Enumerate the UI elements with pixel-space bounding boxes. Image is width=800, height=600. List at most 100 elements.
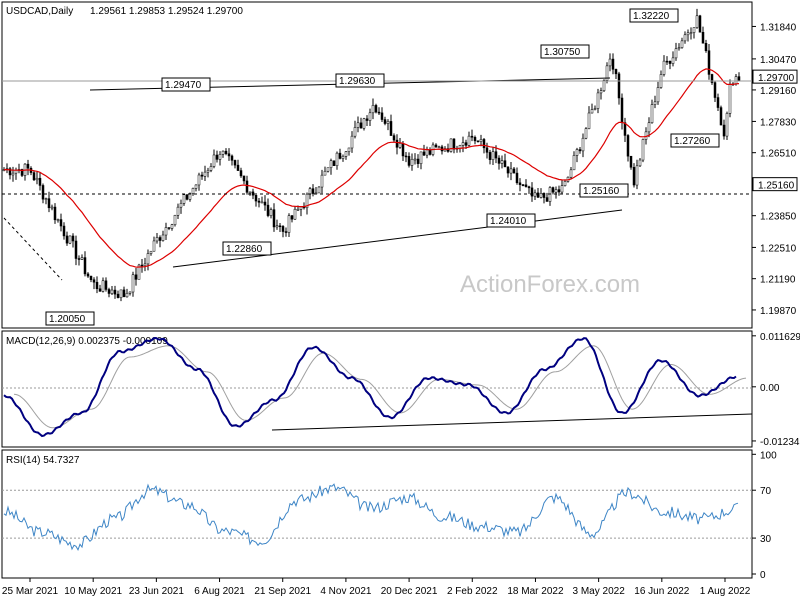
candle-body — [311, 188, 315, 194]
annotation-label: 1.25160 — [583, 186, 620, 197]
candle-body — [224, 150, 228, 154]
candle-body — [398, 143, 402, 148]
price-axis-highlight-box — [752, 69, 798, 84]
macd-axis-label: 0.011629 — [760, 332, 800, 343]
candle-body — [221, 150, 225, 155]
candle-body — [176, 206, 180, 216]
candle-body — [686, 32, 690, 36]
rsi-header: RSI(14) 54.7327 — [6, 455, 80, 466]
candle-body — [77, 258, 81, 260]
candle-body — [473, 137, 477, 142]
macd-trendline — [271, 413, 753, 431]
price-header-ohlc: 1.29561 1.29853 1.29524 1.29700 — [90, 6, 243, 17]
candle-body — [317, 186, 321, 194]
candle-body — [500, 160, 504, 164]
candle-body — [53, 206, 57, 221]
price-axis-highlight-label: 1.25160 — [758, 181, 795, 192]
candle-body — [32, 172, 36, 181]
candle-body — [236, 164, 240, 171]
candle-body — [605, 65, 609, 81]
candle-body — [155, 237, 159, 242]
date-axis-label: 2 Feb 2022 — [447, 586, 498, 597]
price-axis-label: 1.31840 — [760, 22, 797, 33]
date-axis-label: 18 Mar 2022 — [507, 586, 564, 597]
candle-body — [680, 40, 684, 48]
candle-body — [233, 160, 237, 166]
candle-body — [590, 109, 594, 114]
rsi-axis: 100 70 30 0 — [752, 450, 777, 581]
candle-body — [548, 187, 552, 202]
candle-body — [128, 291, 132, 294]
candle-body — [11, 172, 15, 176]
candle-body — [80, 257, 84, 260]
candle-body — [578, 149, 582, 152]
candle-body — [494, 151, 498, 159]
candle-body — [179, 203, 183, 208]
candle-body — [554, 189, 558, 193]
candle-body — [476, 140, 480, 143]
candle-body — [569, 169, 573, 178]
date-axis-label: 16 Jun 2022 — [634, 586, 689, 597]
candle-body — [131, 274, 135, 293]
candle-body — [134, 274, 138, 280]
candle-body — [596, 92, 600, 109]
candle-body — [356, 122, 360, 128]
date-axis-label: 23 Jun 2021 — [129, 586, 184, 597]
candle-body — [536, 192, 540, 198]
candle-body — [359, 122, 363, 129]
candle-body — [671, 57, 675, 64]
price-axis-label: 1.27830 — [760, 117, 797, 128]
candle-body — [260, 201, 264, 204]
candle-body — [143, 263, 147, 266]
candle-body — [701, 31, 705, 44]
candle-body — [65, 235, 69, 244]
annotation-box — [629, 8, 679, 23]
candle-body — [713, 82, 717, 98]
annotation-label: 1.22860 — [226, 244, 263, 255]
candle-body — [44, 198, 48, 200]
candle-body — [380, 112, 384, 120]
annotation-box — [222, 241, 272, 256]
candle-body — [59, 219, 63, 227]
candle-body — [656, 87, 660, 103]
candle-body — [251, 191, 255, 196]
candle-body — [116, 293, 120, 298]
candle-body — [419, 151, 423, 164]
candle-body — [344, 151, 348, 157]
macd-axis: 0.011629 0.00 -0.012348 — [752, 332, 800, 448]
candle-body — [173, 215, 177, 225]
price-axis-highlight-box — [752, 177, 798, 192]
candle-body — [491, 151, 495, 160]
candle-body — [650, 104, 654, 124]
candle-body — [434, 144, 438, 148]
candle-body — [92, 279, 96, 283]
candle-body — [437, 146, 441, 149]
annotation-label: 1.24010 — [490, 216, 527, 227]
candle-body — [146, 253, 150, 265]
candle-body — [635, 165, 639, 186]
candle-body — [203, 171, 207, 177]
candle-body — [620, 97, 624, 123]
candle-body — [62, 225, 66, 237]
rsi-panel — [1, 449, 753, 579]
candle-body — [407, 156, 411, 166]
candle-body — [728, 83, 732, 114]
candle-body — [347, 147, 351, 152]
candle-body — [695, 15, 699, 28]
candle-body — [326, 167, 330, 172]
lower-trendline — [172, 209, 623, 268]
candle-body — [614, 69, 618, 75]
candle-body — [626, 135, 630, 157]
candle-body — [8, 168, 12, 176]
candle-body — [308, 188, 312, 195]
annotation-box — [670, 133, 720, 148]
candle-body — [395, 139, 399, 148]
candle-body — [638, 159, 642, 167]
price-axis-label: 1.23850 — [760, 212, 797, 223]
candle-body — [158, 237, 162, 241]
candle-body — [299, 206, 303, 210]
candle-body — [41, 185, 45, 200]
candle-body — [338, 152, 342, 159]
price-panel — [1, 1, 753, 329]
candle-body — [341, 156, 345, 159]
